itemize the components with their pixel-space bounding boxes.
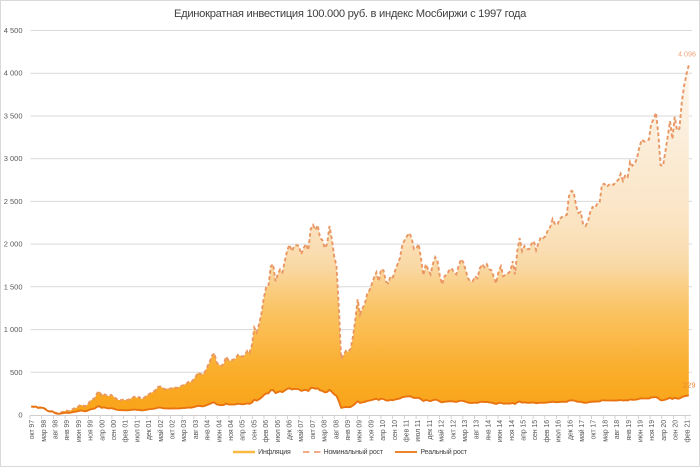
svg-text:2 000: 2 000 <box>4 240 23 249</box>
svg-text:фев 06: фев 06 <box>263 420 270 443</box>
svg-text:окт 12: окт 12 <box>450 420 457 440</box>
svg-text:июл 06: июл 06 <box>275 420 282 442</box>
svg-text:дек 11: дек 11 <box>427 420 434 440</box>
svg-text:4 096: 4 096 <box>678 50 696 59</box>
svg-text:окт 02: окт 02 <box>170 420 177 440</box>
svg-text:дек 16: дек 16 <box>567 420 574 440</box>
svg-text:1 500: 1 500 <box>4 282 23 291</box>
svg-text:сен 05: сен 05 <box>251 420 258 441</box>
svg-text:авг 03: авг 03 <box>193 420 200 440</box>
svg-text:июл 11: июл 11 <box>415 420 422 442</box>
svg-text:май 12: май 12 <box>438 420 446 442</box>
svg-text:авг 98: авг 98 <box>53 420 60 440</box>
svg-text:июн 19: июн 19 <box>638 420 645 442</box>
svg-text:апр 20: апр 20 <box>661 420 668 441</box>
svg-text:мар 13: мар 13 <box>462 420 469 442</box>
svg-text:авг 08: авг 08 <box>333 420 340 440</box>
svg-text:ноя 99: ноя 99 <box>88 420 95 441</box>
svg-text:май 02: май 02 <box>157 420 165 442</box>
svg-text:июн 09: июн 09 <box>357 420 364 442</box>
svg-text:ноя 09: ноя 09 <box>368 420 375 441</box>
svg-text:янв 09: янв 09 <box>345 420 352 441</box>
svg-text:4 000: 4 000 <box>4 69 23 78</box>
svg-text:май 17: май 17 <box>578 420 586 442</box>
svg-text:июл 16: июл 16 <box>556 420 563 442</box>
svg-text:ноя 14: ноя 14 <box>509 420 516 441</box>
svg-text:0: 0 <box>18 411 22 420</box>
svg-text:фев 11: фев 11 <box>404 420 411 442</box>
svg-text:сен 00: сен 00 <box>111 420 118 441</box>
svg-text:апр 00: апр 00 <box>99 420 106 441</box>
svg-text:июн 99: июн 99 <box>76 420 83 442</box>
svg-text:фев 01: фев 01 <box>123 420 130 443</box>
svg-text:янв 99: янв 99 <box>64 420 71 441</box>
svg-text:июл 01: июл 01 <box>134 420 141 442</box>
svg-text:500: 500 <box>10 368 23 377</box>
svg-text:1 000: 1 000 <box>4 325 23 334</box>
svg-text:мар 03: мар 03 <box>181 420 188 442</box>
svg-text:мар 18: мар 18 <box>602 420 609 442</box>
svg-text:апр 10: апр 10 <box>380 420 387 441</box>
svg-text:2 500: 2 500 <box>4 197 23 206</box>
svg-text:дек 01: дек 01 <box>146 420 153 440</box>
svg-text:3 000: 3 000 <box>4 154 23 163</box>
svg-text:дек 06: дек 06 <box>287 420 294 440</box>
svg-text:окт 07: окт 07 <box>310 420 317 440</box>
svg-text:мар 98: мар 98 <box>41 420 48 442</box>
svg-text:сен 20: сен 20 <box>673 420 680 441</box>
svg-text:фев 21: фев 21 <box>684 420 691 443</box>
svg-text:янв 14: янв 14 <box>485 420 492 441</box>
svg-text:авг 18: авг 18 <box>614 420 621 440</box>
svg-text:мар 08: мар 08 <box>322 420 329 442</box>
svg-text:4 500: 4 500 <box>4 26 23 35</box>
svg-text:май 07: май 07 <box>297 420 305 442</box>
svg-text:сен 15: сен 15 <box>532 420 539 441</box>
svg-text:фев 16: фев 16 <box>544 420 551 443</box>
svg-text:авг 13: авг 13 <box>474 420 481 440</box>
svg-text:229: 229 <box>683 381 696 390</box>
svg-text:апр 05: апр 05 <box>240 420 247 441</box>
svg-text:ноя 19: ноя 19 <box>649 420 656 441</box>
svg-text:окт 97: окт 97 <box>29 420 36 440</box>
svg-text:сен 10: сен 10 <box>392 420 399 441</box>
svg-text:июн 04: июн 04 <box>216 420 223 442</box>
svg-text:окт 17: окт 17 <box>591 420 598 440</box>
svg-text:3 500: 3 500 <box>4 112 23 121</box>
svg-text:июн 14: июн 14 <box>497 420 504 442</box>
svg-text:янв 04: янв 04 <box>205 420 212 441</box>
svg-text:апр 15: апр 15 <box>521 420 528 441</box>
svg-text:ноя 04: ноя 04 <box>228 420 235 441</box>
svg-text:янв 19: янв 19 <box>626 420 633 441</box>
